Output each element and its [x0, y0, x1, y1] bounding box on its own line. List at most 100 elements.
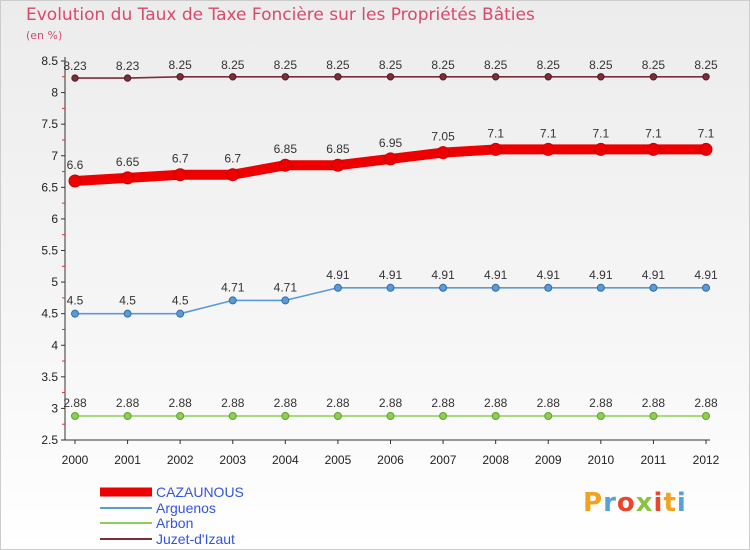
data-point: [331, 158, 345, 172]
axes: 2.5 3 3.5 4 4.5 5 5.5 6 6.5 7 7.5 8 8.5 2000 2001 2002 2…: [41, 54, 719, 467]
data-label: 4.91: [379, 268, 403, 282]
data-label: 8.25: [694, 58, 718, 72]
data-point: [333, 283, 342, 292]
data-point: [384, 152, 397, 166]
data-point: [386, 73, 395, 81]
data-point: [281, 296, 290, 305]
data-label: 4.71: [221, 280, 245, 294]
data-point: [228, 296, 237, 305]
data-point: [176, 73, 184, 81]
data-label: 6.85: [274, 142, 298, 156]
x-tick-label: 2010: [587, 453, 614, 467]
data-point: [123, 309, 132, 318]
y-tick-label: 6.5: [41, 180, 58, 194]
data-point: [226, 168, 240, 182]
data-point: [278, 158, 292, 172]
y-tick-label: 7.5: [41, 117, 58, 131]
data-point: [649, 283, 658, 292]
y-tick-label: 6: [51, 212, 58, 226]
data-label: 4.91: [326, 268, 350, 282]
data-point: [68, 174, 82, 188]
data-point: [544, 411, 553, 420]
data-point: [333, 411, 342, 420]
data-label: 4.91: [537, 268, 561, 282]
data-label: 2.88: [484, 396, 508, 410]
data-label: 8.25: [589, 58, 613, 72]
y-tick-label: 4.5: [41, 307, 58, 321]
data-label: 7.05: [431, 130, 455, 144]
data-point: [702, 283, 710, 292]
data-label: 2.88: [326, 396, 350, 410]
data-point: [596, 411, 605, 420]
data-label: 6.85: [326, 142, 350, 156]
data-label: 2.88: [537, 396, 561, 410]
data-point: [173, 168, 187, 182]
series-1: 4.5 4.5 4.5 4.71 4.71 4.91 4.91 4.91 4.91 4.91 4.9…: [67, 268, 718, 318]
data-point: [702, 411, 710, 420]
data-point: [649, 73, 658, 81]
data-point: [489, 142, 503, 156]
data-label: 8.23: [63, 59, 87, 73]
data-point: [596, 283, 605, 292]
x-tick-label: 2009: [535, 453, 562, 467]
x-tick-label: 2001: [114, 453, 141, 467]
data-label: 7.1: [645, 126, 662, 140]
data-point: [544, 73, 552, 81]
data-point: [439, 73, 447, 81]
data-point: [646, 142, 660, 156]
legend-label: Arguenos: [156, 500, 216, 516]
data-label: 6.7: [172, 152, 189, 166]
legend-label: CAZAUNOUS: [156, 484, 244, 500]
data-point: [491, 283, 500, 292]
data-label: 7.1: [540, 126, 557, 140]
data-point: [176, 309, 185, 318]
data-label: 6.6: [67, 158, 84, 172]
y-tick-label: 7: [51, 149, 58, 163]
data-label: 2.88: [116, 396, 140, 410]
data-point: [649, 411, 658, 420]
data-point: [71, 309, 79, 318]
y-tick-label: 3.5: [41, 370, 58, 384]
data-point: [121, 171, 135, 185]
data-point: [544, 283, 553, 292]
chart-title: Evolution du Taux de Taxe Foncière sur l…: [26, 5, 535, 25]
data-point: [597, 73, 605, 81]
x-tick-label: 2011: [641, 453, 667, 467]
data-label: 8.25: [221, 58, 245, 72]
data-label: 8.25: [274, 58, 298, 72]
data-label: 2.88: [63, 396, 87, 410]
series-0: 6.6 6.65 6.7 6.7 6.85 6.85 6.95 7.05 7.1 7.1 7.1 7.…: [67, 126, 715, 188]
data-label: 7.1: [487, 126, 504, 140]
data-label: 8.25: [484, 58, 508, 72]
x-tick-label: 2005: [325, 453, 352, 467]
data-label: 2.88: [694, 396, 718, 410]
data-label: 8.25: [431, 58, 455, 72]
series-3: 8.23 8.23 8.25 8.25 8.25 8.25 8.25 8.25 8.25 8.25…: [63, 58, 718, 82]
data-point: [439, 283, 448, 292]
legend-label: Juzet-d'Izaut: [156, 531, 235, 547]
data-point: [702, 73, 710, 81]
y-tick-label: 5.5: [41, 244, 58, 258]
x-tick-label: 2000: [62, 453, 89, 467]
data-point: [123, 74, 132, 82]
data-label: 2.88: [379, 396, 403, 410]
x-tick-label: 2002: [167, 453, 194, 467]
y-tick-label: 3: [51, 401, 58, 415]
x-tick-label: 2003: [219, 453, 246, 467]
data-label: 4.91: [694, 268, 718, 282]
data-label: 8.23: [116, 59, 140, 73]
data-point: [281, 73, 290, 81]
data-label: 4.91: [484, 268, 508, 282]
data-point: [436, 146, 450, 160]
data-label: 4.91: [431, 268, 455, 282]
x-tick-label: 2004: [272, 453, 299, 467]
unit-label: (en %): [26, 29, 63, 42]
data-label: 8.25: [379, 58, 403, 72]
data-point: [491, 411, 500, 420]
data-label: 2.88: [221, 396, 245, 410]
data-point: [594, 142, 608, 156]
x-tick-label: 2008: [482, 453, 509, 467]
data-label: 4.91: [589, 268, 613, 282]
